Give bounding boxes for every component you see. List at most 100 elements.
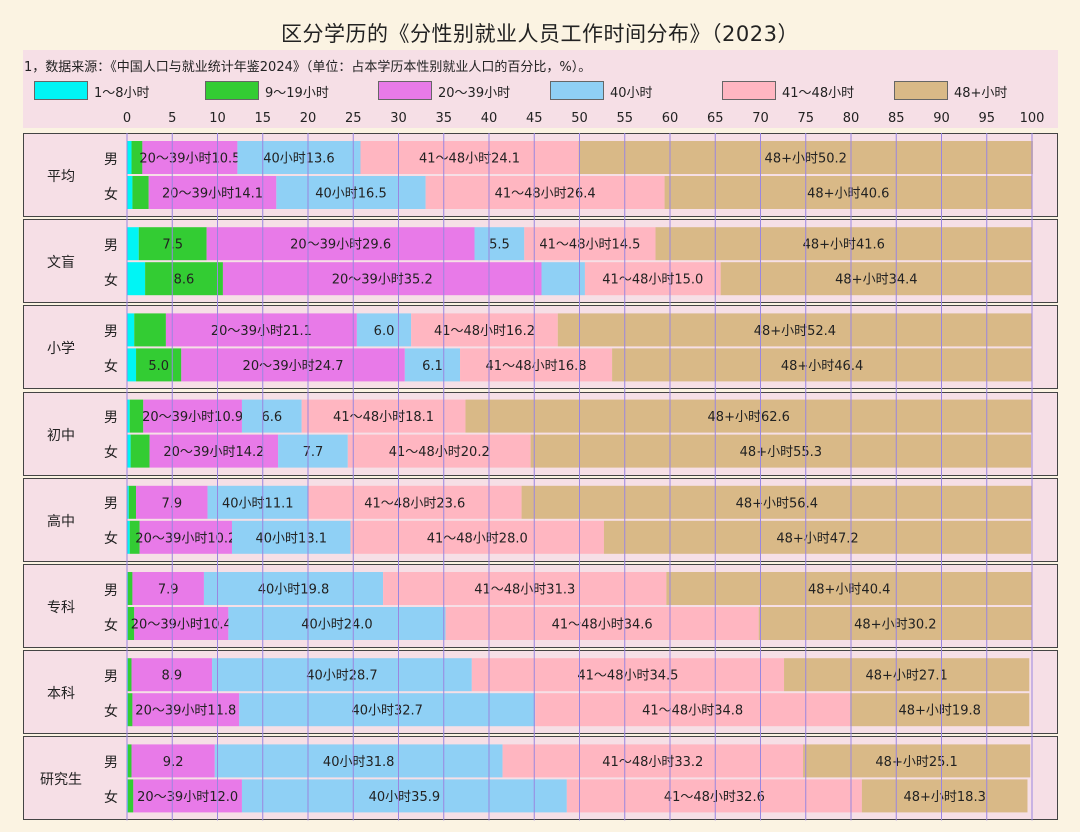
bar-value-label: 6.0 <box>374 324 395 339</box>
bar-segment <box>133 779 242 813</box>
bar-value-label: 7.9 <box>158 583 179 598</box>
bar-segment <box>584 262 721 296</box>
source-note: 1，数据来源：《中国人口与就业统计年鉴2024》（单位：占本学历本性别就业人口的… <box>24 60 592 75</box>
bar-value-label: 41～48小时28.0 <box>427 531 528 546</box>
bar-segment <box>228 607 446 640</box>
sex-label: 女 <box>104 531 118 548</box>
bar-value-label: 8.6 <box>174 273 195 288</box>
sex-label: 女 <box>104 445 118 462</box>
x-tick-label: 80 <box>842 111 860 126</box>
bar-segment <box>278 434 348 468</box>
bar-segment <box>603 520 1032 554</box>
bar-value-label: 48+小时27.1 <box>865 669 947 684</box>
legend-label: 48+小时 <box>954 86 1008 101</box>
bar-segment <box>132 176 149 209</box>
bar-segment <box>241 399 302 433</box>
bar-value-label: 41～48小时31.3 <box>474 583 575 598</box>
bar-value-label: 20～39小时14.2 <box>163 445 264 460</box>
bar-value-label: 48+小时19.8 <box>898 704 980 719</box>
bar-segment <box>612 348 1032 382</box>
sex-label: 男 <box>104 754 118 771</box>
bar-segment <box>655 227 1032 261</box>
group-label: 平均 <box>47 169 75 185</box>
bar-segment <box>127 262 146 296</box>
legend-label: 41～48小时 <box>782 86 855 101</box>
bar-segment <box>356 313 412 347</box>
bar-segment <box>129 520 140 554</box>
bar-value-label: 41～48小时18.1 <box>333 410 434 425</box>
bar-segment <box>471 658 785 692</box>
bar-segment <box>521 485 1032 519</box>
bar-segment <box>127 141 132 174</box>
bar-segment <box>566 779 862 813</box>
x-tick-label: 90 <box>933 111 950 126</box>
bar-segment <box>132 572 204 605</box>
bar-segment <box>130 434 150 468</box>
bar-segment <box>530 434 1032 468</box>
bar-segment <box>127 744 132 778</box>
bar-segment <box>127 348 137 382</box>
bar-segment <box>241 779 567 813</box>
sex-label: 男 <box>104 151 118 168</box>
bar-segment <box>134 607 229 640</box>
bar-segment <box>222 262 542 296</box>
bar-value-label: 40小时16.5 <box>315 187 387 202</box>
bar-value-label: 48+小时56.4 <box>736 496 818 511</box>
x-tick-label: 55 <box>616 111 634 126</box>
legend-label: 9～19小时 <box>265 86 329 101</box>
bar-value-label: 48+小时47.2 <box>776 531 858 546</box>
sex-label: 男 <box>104 410 118 427</box>
legend-swatch <box>722 81 776 100</box>
sex-label: 女 <box>104 272 118 289</box>
bar-value-label: 48+小时55.3 <box>740 445 822 460</box>
sex-label: 男 <box>104 582 118 599</box>
bar-segment <box>127 434 131 468</box>
x-tick-label: 95 <box>978 111 996 126</box>
bar-segment <box>460 348 613 382</box>
sex-label: 女 <box>104 186 118 203</box>
bar-segment <box>127 227 139 261</box>
x-tick-label: 70 <box>752 111 769 126</box>
legend-swatch <box>378 81 432 100</box>
x-tick-label: 50 <box>571 111 588 126</box>
x-tick-label: 15 <box>254 111 272 126</box>
bar-value-label: 48+小时34.4 <box>835 273 917 288</box>
legend-swatch <box>205 81 259 100</box>
bar-segment <box>474 227 525 261</box>
bar-value-label: 41～48小时14.5 <box>539 238 640 253</box>
legend-label: 40小时 <box>610 86 653 101</box>
bar-value-label: 41～48小时16.8 <box>486 359 587 374</box>
header-panel <box>23 50 1058 128</box>
x-tick-label: 5 <box>168 111 177 126</box>
x-tick-label: 25 <box>344 111 362 126</box>
bar-value-label: 40小时35.9 <box>369 790 441 805</box>
bar-segment <box>720 262 1032 296</box>
bar-segment <box>360 141 579 174</box>
bar-segment <box>127 607 135 640</box>
bar-segment <box>181 348 405 382</box>
x-tick-label: 0 <box>122 111 132 126</box>
bar-segment <box>127 399 130 433</box>
bar-segment <box>535 693 851 727</box>
sex-label: 男 <box>104 668 118 685</box>
bar-value-label: 48+小时30.2 <box>854 618 936 633</box>
bar-value-label: 40小时24.0 <box>301 618 373 633</box>
chart-title: 区分学历的《分性别就业人员工作时间分布》（2023） <box>281 22 799 46</box>
bar-segment <box>127 485 129 519</box>
bar-value-label: 20～39小时14.1 <box>162 187 263 202</box>
bar-segment <box>308 485 522 519</box>
bar-value-label: 20～39小时10.5 <box>139 152 240 167</box>
sex-label: 男 <box>104 237 118 254</box>
bar-segment <box>148 176 277 209</box>
bar-segment <box>127 176 133 209</box>
bar-value-label: 48+小时62.6 <box>708 410 790 425</box>
x-tick-label: 35 <box>435 111 453 126</box>
bar-segment <box>127 693 133 727</box>
bar-value-label: 40小时28.7 <box>306 669 378 684</box>
bar-segment <box>131 141 143 174</box>
bar-segment <box>784 658 1030 692</box>
group-label: 初中 <box>47 427 75 444</box>
bar-value-label: 9.2 <box>163 755 184 770</box>
bar-value-label: 40小时32.7 <box>351 704 423 719</box>
